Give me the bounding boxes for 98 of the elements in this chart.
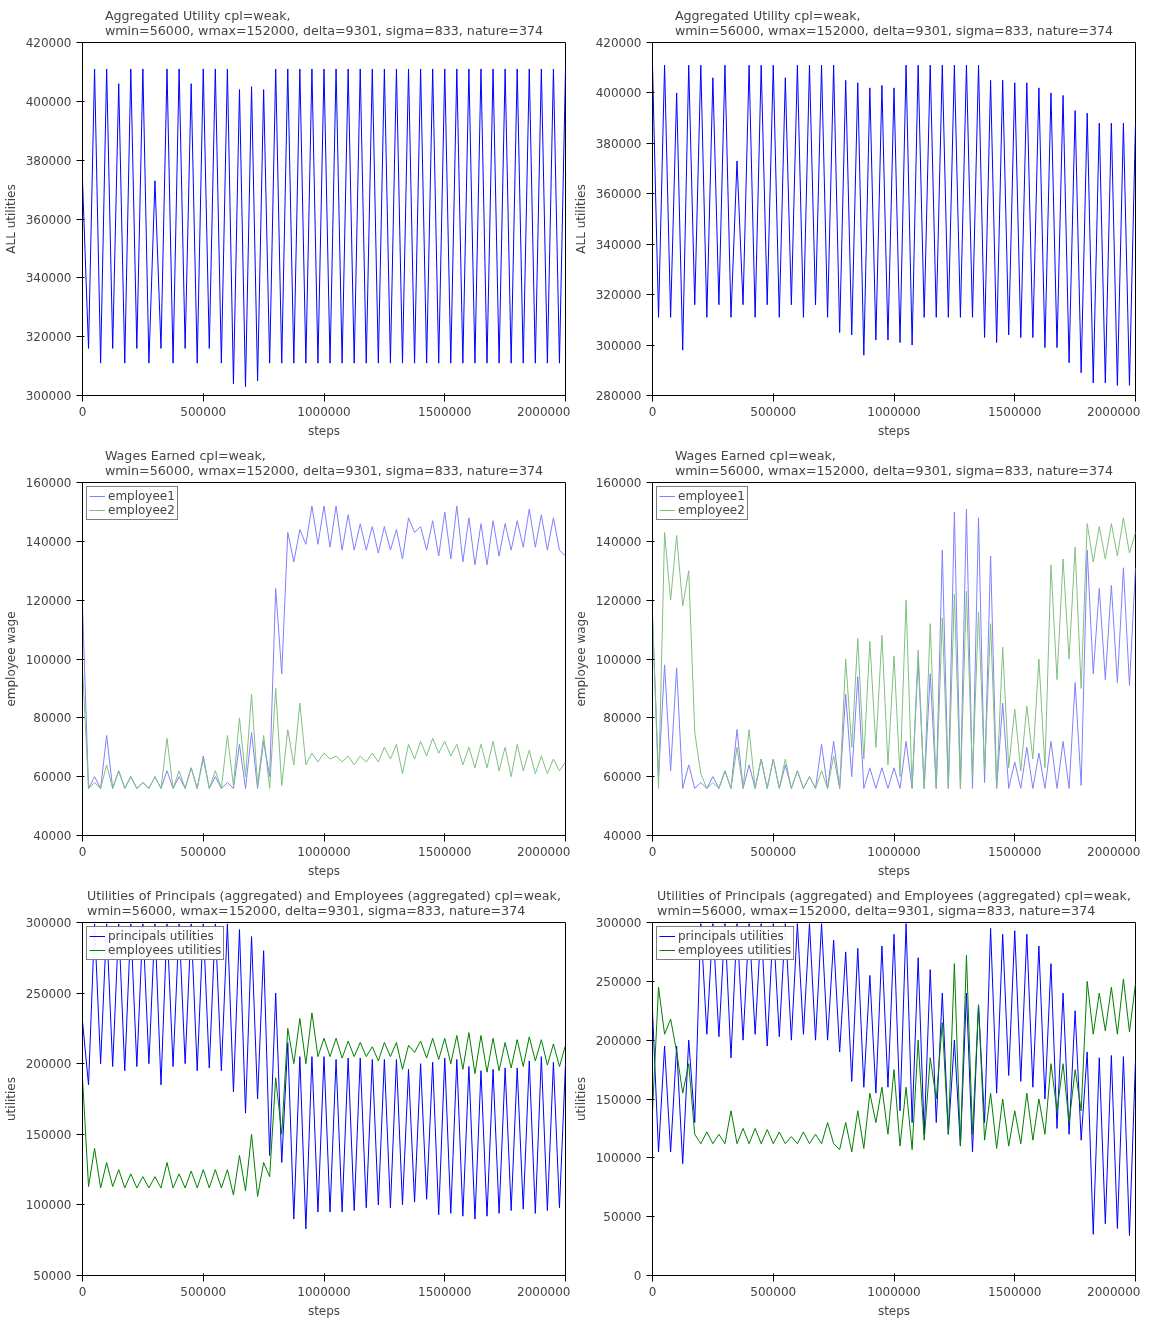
- x-tick-label: 2000000: [1087, 1284, 1141, 1299]
- y-tick-label: 250000: [25, 986, 72, 1001]
- chart-title: Wages Earned cpl=weak, wmin=56000, wmax=152000, delta=9301, sigma=833, nature=374: [674, 447, 1114, 478]
- y-tick-label: 380000: [595, 136, 642, 151]
- y-tick-label: 360000: [25, 212, 72, 227]
- x-tick-label: 0: [648, 404, 657, 419]
- legend-label: principals utilities: [678, 929, 784, 943]
- x-axis-title: steps: [877, 1303, 911, 1318]
- chart-title: Aggregated Utility cpl=weak, wmin=56000, wmax=152000, delta=9301, sigma=833, nature=374: [104, 7, 544, 38]
- y-tick-label: 80000: [33, 711, 72, 726]
- x-tick-label: 0: [78, 404, 87, 419]
- x-tick-label: 1500000: [988, 844, 1042, 859]
- x-tick-label: 0: [78, 1284, 87, 1299]
- y-tick-label: 300000: [595, 338, 642, 353]
- x-tick-label: 500000: [750, 1284, 797, 1299]
- y-tick-label: 50000: [33, 1269, 72, 1283]
- y-tick-label: 300000: [25, 916, 72, 930]
- x-tick-label: 0: [648, 1284, 657, 1299]
- x-tick-label: 1000000: [297, 404, 351, 419]
- y-tick-label: 300000: [25, 389, 72, 403]
- y-tick-label: 140000: [25, 534, 72, 549]
- x-tick-label: 500000: [180, 404, 227, 419]
- x-axis-title: steps: [307, 1303, 341, 1318]
- y-tick-label: 100000: [25, 652, 72, 667]
- x-tick-label: 1500000: [418, 404, 472, 419]
- x-tick-label: 500000: [180, 1284, 227, 1299]
- x-tick-label: 500000: [180, 844, 227, 859]
- x-tick-label: 1000000: [297, 1284, 351, 1299]
- y-tick-label: 160000: [595, 476, 642, 490]
- x-tick-label: 2000000: [517, 404, 571, 419]
- y-tick-label: 40000: [603, 829, 642, 843]
- y-tick-label: 0: [633, 1269, 642, 1283]
- y-tick-label: 200000: [595, 1033, 642, 1048]
- y-tick-label: 420000: [595, 36, 642, 50]
- y-tick-label: 360000: [595, 187, 642, 202]
- y-tick-label: 400000: [595, 86, 642, 101]
- y-axis-title: ALL utilities: [3, 184, 18, 254]
- chart-title: Utilities of Principals (aggregated) and Employees (aggregated) cpl=weak, wmin=56000, wmax=152000, delta=9301, sigma=833, nature=374: [657, 887, 1131, 918]
- x-tick-label: 500000: [750, 844, 797, 859]
- x-tick-label: 1500000: [418, 844, 472, 859]
- x-tick-label: 1500000: [988, 1284, 1042, 1299]
- y-axis-title: employee wage: [573, 611, 588, 707]
- x-tick-label: 2000000: [517, 1284, 571, 1299]
- x-tick-label: 2000000: [1087, 404, 1141, 419]
- chart-title: Aggregated Utility cpl=weak, wmin=56000, wmax=152000, delta=9301, sigma=833, nature=374: [674, 7, 1114, 38]
- y-tick-label: 400000: [25, 94, 72, 109]
- y-tick-label: 420000: [25, 36, 72, 50]
- chart-title: Utilities of Principals (aggregated) and Employees (aggregated) cpl=weak, wmin=56000, wmax=152000, delta=9301, sigma=833, nature=374: [87, 887, 561, 918]
- y-tick-label: 340000: [595, 237, 642, 252]
- y-tick-label: 320000: [595, 288, 642, 303]
- x-axis-title: steps: [307, 423, 341, 438]
- x-tick-label: 1500000: [988, 404, 1042, 419]
- x-tick-label: 1500000: [418, 1284, 472, 1299]
- x-axis-title: steps: [877, 423, 911, 438]
- y-tick-label: 100000: [595, 1151, 642, 1166]
- y-tick-label: 160000: [25, 476, 72, 490]
- y-tick-label: 100000: [595, 652, 642, 667]
- y-tick-label: 380000: [25, 153, 72, 168]
- x-tick-label: 1000000: [297, 844, 351, 859]
- legend-label: employee2: [678, 503, 745, 517]
- x-tick-label: 500000: [750, 404, 797, 419]
- chart-title: Wages Earned cpl=weak, wmin=56000, wmax=152000, delta=9301, sigma=833, nature=374: [104, 447, 544, 478]
- legend-label: employee1: [108, 489, 175, 503]
- y-tick-label: 320000: [25, 330, 72, 345]
- y-tick-label: 60000: [603, 770, 642, 785]
- legend-label: employee2: [108, 503, 175, 517]
- legend-label: employee1: [678, 489, 745, 503]
- y-tick-label: 120000: [25, 593, 72, 608]
- x-tick-label: 0: [648, 844, 657, 859]
- x-tick-label: 1000000: [867, 404, 921, 419]
- x-tick-label: 1000000: [867, 1284, 921, 1299]
- y-tick-label: 300000: [595, 916, 642, 930]
- legend-label: employees utilities: [108, 943, 222, 957]
- y-tick-label: 100000: [25, 1198, 72, 1213]
- x-tick-label: 2000000: [517, 844, 571, 859]
- y-axis-title: utilities: [3, 1076, 18, 1121]
- y-tick-label: 50000: [603, 1210, 642, 1225]
- x-tick-label: 2000000: [1087, 844, 1141, 859]
- x-tick-label: 1000000: [867, 844, 921, 859]
- y-tick-label: 150000: [25, 1127, 72, 1142]
- y-axis-title: ALL utilities: [573, 184, 588, 254]
- x-axis-title: steps: [877, 863, 911, 878]
- y-axis-title: utilities: [573, 1076, 588, 1121]
- y-tick-label: 280000: [595, 389, 642, 403]
- x-tick-label: 0: [78, 844, 87, 859]
- y-tick-label: 40000: [33, 829, 72, 843]
- y-tick-label: 200000: [25, 1057, 72, 1072]
- y-tick-label: 150000: [595, 1092, 642, 1107]
- y-axis-title: employee wage: [3, 611, 18, 707]
- y-tick-label: 80000: [603, 711, 642, 726]
- legend-label: principals utilities: [108, 929, 214, 943]
- y-tick-label: 60000: [33, 770, 72, 785]
- y-tick-label: 140000: [595, 534, 642, 549]
- x-axis-title: steps: [307, 863, 341, 878]
- y-tick-label: 250000: [595, 974, 642, 989]
- y-tick-label: 340000: [25, 271, 72, 286]
- y-tick-label: 120000: [595, 593, 642, 608]
- legend-label: employees utilities: [678, 943, 792, 957]
